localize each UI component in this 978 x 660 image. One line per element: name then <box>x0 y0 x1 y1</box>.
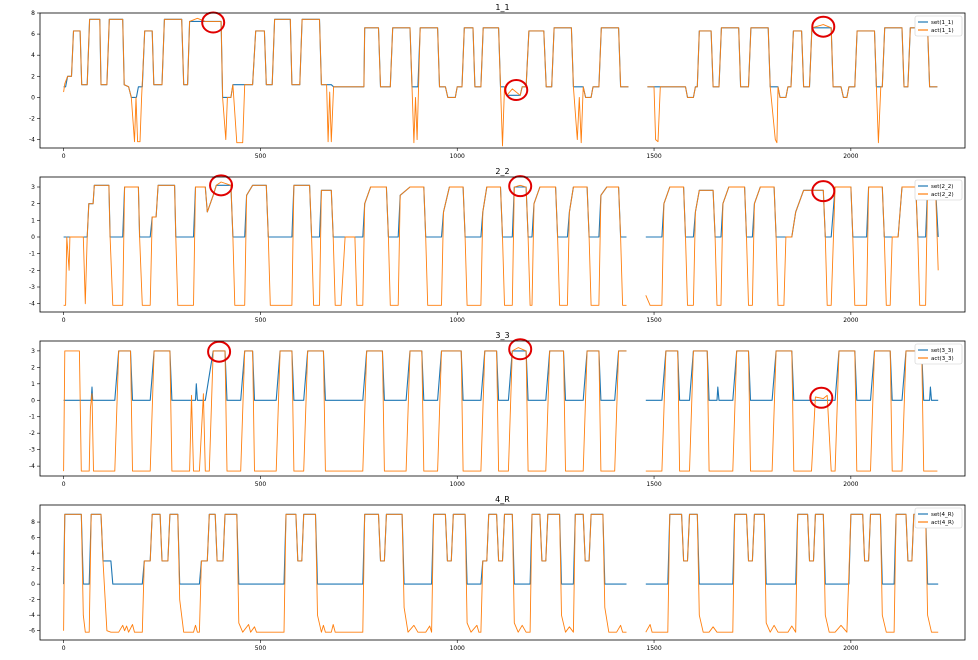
x-tick-label: 1500 <box>646 645 661 652</box>
x-tick-label: 2000 <box>843 317 858 324</box>
y-tick-label: 2 <box>31 201 35 208</box>
y-tick-label: 2 <box>31 364 35 371</box>
legend-box <box>914 507 963 529</box>
series-line-set <box>63 350 939 401</box>
legend-label: set(3_3) <box>931 348 953 354</box>
y-tick-label: -2 <box>29 267 35 274</box>
plot-area <box>63 181 939 306</box>
y-tick-label: 1 <box>31 381 35 388</box>
x-tick-label: 500 <box>255 481 267 488</box>
legend-box <box>914 343 963 365</box>
legend: set(2_2) act(2_2) <box>914 179 963 201</box>
y-tick-label: -2 <box>29 115 35 122</box>
y-tick-label: -4 <box>29 137 35 144</box>
series-line-set <box>63 513 939 585</box>
series-line-act <box>63 17 938 147</box>
x-tick-label: 1500 <box>646 153 661 160</box>
y-tick-label: 8 <box>31 519 35 526</box>
legend: set(4_R) act(4_R) <box>914 507 963 529</box>
x-tick-label: 2000 <box>843 153 858 160</box>
x-tick-label: 1500 <box>646 317 661 324</box>
y-tick-label: 6 <box>31 535 35 542</box>
legend: set(1_1) act(1_1) <box>914 15 963 37</box>
y-tick-label: -2 <box>29 597 35 604</box>
y-tick-label: -3 <box>29 284 35 291</box>
y-tick-label: 3 <box>31 348 35 355</box>
highlight-circle <box>207 340 232 363</box>
x-tick-label: 0 <box>62 317 66 324</box>
y-tick-label: -6 <box>29 628 35 635</box>
x-tick-label: 1000 <box>450 481 465 488</box>
x-tick-label: 0 <box>62 153 66 160</box>
x-tick-label: 500 <box>255 153 267 160</box>
chart-panel-3: 3_3 0 500 1000 1500 2000 -4 -3 -2 -1 0 1 2 3 set(3_3)a… <box>29 331 966 488</box>
y-tick-label: 0 <box>31 234 35 241</box>
chart-title: 1_1 <box>495 3 509 12</box>
highlight-circle <box>201 11 226 34</box>
x-tick-label: 500 <box>255 317 267 324</box>
legend-box <box>914 15 963 37</box>
y-tick-label: 0 <box>31 94 35 101</box>
legend: set(3_3) act(3_3) <box>914 343 963 365</box>
legend-label: act(4_R) <box>931 520 954 526</box>
y-tick-label: 2 <box>31 566 35 573</box>
x-tick-label: 500 <box>255 645 267 652</box>
y-tick-label: 4 <box>31 550 35 557</box>
chart-panel-4: 4_R 0 500 1000 1500 2000 -6 -4 -2 0 2 4 6 8 set(4_R)ac… <box>29 495 966 652</box>
plot-area <box>63 17 938 147</box>
x-tick-label: 0 <box>62 481 66 488</box>
chart-panel-1: 1_1 0 500 1000 1500 2000 -4 -2 0 2 4 6 8 set(1_1) act(… <box>29 3 966 160</box>
y-tick-label: 0 <box>31 581 35 588</box>
y-tick-label: 0 <box>31 397 35 404</box>
series-line-act <box>63 513 939 633</box>
plot-frame <box>39 176 966 313</box>
y-tick-label: -1 <box>29 251 35 258</box>
plot-frame <box>39 340 966 477</box>
x-tick-label: 1000 <box>450 645 465 652</box>
y-tick-label: 8 <box>31 10 35 17</box>
legend-label: set(1_1) <box>931 20 953 26</box>
highlight-circle <box>508 338 533 361</box>
legend-label: act(2_2) <box>931 192 954 198</box>
plot-area <box>63 513 939 633</box>
y-tick-label: 4 <box>31 52 35 59</box>
plot-frame <box>39 12 966 149</box>
series-line-act <box>63 347 938 472</box>
chart-panel-2: 2_2 0 500 1000 1500 2000 -4 -3 -2 -1 0 1 2 3 set(2_2)a… <box>29 167 966 324</box>
y-tick-label: 1 <box>31 217 35 224</box>
y-tick-label: -4 <box>29 463 35 470</box>
legend-box <box>914 179 963 201</box>
highlight-circle <box>508 175 533 198</box>
x-tick-label: 0 <box>62 645 66 652</box>
x-tick-label: 2000 <box>843 481 858 488</box>
legend-label: set(4_R) <box>931 512 954 518</box>
highlight-circle <box>811 15 836 38</box>
chart-title: 4_R <box>495 495 510 504</box>
x-tick-label: 1500 <box>646 481 661 488</box>
y-tick-label: -2 <box>29 430 35 437</box>
plot-area <box>63 347 939 472</box>
y-tick-label: -3 <box>29 447 35 454</box>
y-tick-label: -4 <box>29 301 35 308</box>
chart-title: 2_2 <box>495 167 509 176</box>
y-tick-label: 3 <box>31 184 35 191</box>
legend-label: set(2_2) <box>931 184 953 190</box>
x-tick-label: 1000 <box>450 153 465 160</box>
legend-label: act(1_1) <box>931 28 954 34</box>
x-tick-label: 2000 <box>843 645 858 652</box>
y-tick-label: 2 <box>31 73 35 80</box>
legend-label: act(3_3) <box>931 356 954 362</box>
series-line-act <box>63 181 939 306</box>
highlight-circle <box>811 180 836 203</box>
y-tick-label: -4 <box>29 612 35 619</box>
highlight-circle <box>504 78 529 101</box>
y-tick-label: 6 <box>31 31 35 38</box>
highlight-circle <box>209 174 234 197</box>
y-tick-label: -1 <box>29 414 35 421</box>
x-tick-label: 1000 <box>450 317 465 324</box>
highlight-circle <box>809 386 834 409</box>
chart-title: 3_3 <box>495 331 509 340</box>
plot-frame <box>39 504 966 641</box>
